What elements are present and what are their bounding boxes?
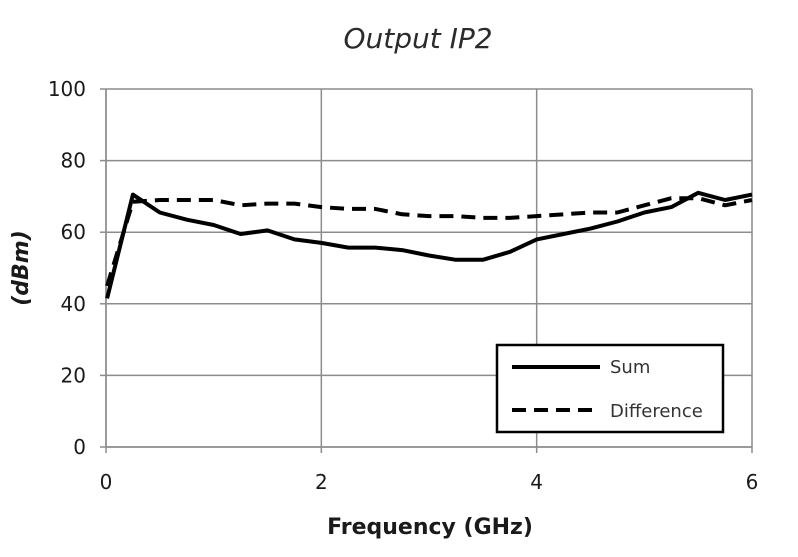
legend-box	[495, 343, 725, 434]
x-tick-label: 6	[746, 470, 759, 494]
series-line-difference	[105, 196, 753, 287]
y-tick-label: 20	[61, 363, 86, 387]
series-lines	[105, 190, 753, 299]
axes	[100, 88, 753, 453]
x-tick-label: 4	[530, 470, 543, 494]
x-tick-labels: 0 2 4 6	[100, 470, 759, 494]
grid-lines	[105, 88, 753, 448]
series-line-sum	[105, 190, 753, 299]
legend-entry-difference: Difference	[610, 401, 703, 422]
legend-entry-sum: Sum	[610, 357, 650, 378]
y-tick-label: 80	[61, 149, 86, 173]
y-axis-label: (dBm)	[9, 230, 34, 306]
x-tick-label: 0	[100, 470, 113, 494]
y-tick-labels: 0 20 40 60 80 100	[48, 77, 86, 459]
chart-title: Output IP2	[343, 22, 492, 55]
y-tick-label: 60	[61, 220, 86, 244]
y-tick-label: 0	[73, 435, 86, 459]
y-tick-label: 100	[48, 77, 86, 101]
y-tick-label: 40	[61, 292, 86, 316]
legend: Sum Difference	[495, 343, 725, 434]
x-axis-label: Frequency (GHz)	[327, 515, 533, 540]
x-tick-label: 2	[315, 470, 328, 494]
